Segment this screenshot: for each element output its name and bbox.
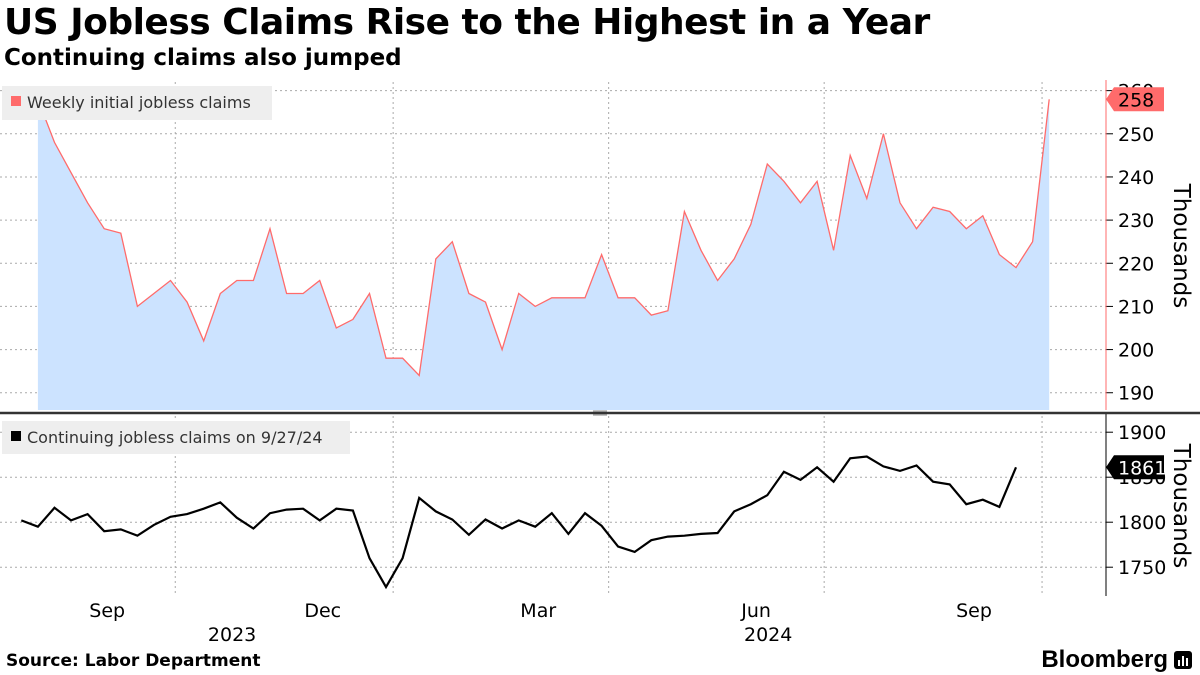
x-year-label: 2023	[208, 624, 256, 646]
y-tick-label: 200	[1118, 340, 1154, 362]
y-tick-label: 210	[1118, 296, 1154, 318]
initial-claims-area	[37, 99, 1050, 411]
bloomberg-logo: Bloomberg	[1041, 646, 1192, 674]
x-month-label: Sep	[89, 600, 125, 622]
last-value-label: 258	[1118, 89, 1154, 111]
x-month-label: Jun	[740, 600, 771, 622]
initial-claims-panel: 190200210220230240250260258Thousands	[0, 80, 1194, 411]
chart-title: US Jobless Claims Rise to the Highest in…	[4, 2, 930, 43]
bloomberg-terminal-icon	[1174, 651, 1192, 669]
legend-box	[2, 421, 350, 454]
x-axis: Sep Dec Mar Jun Sep 2023 2024	[0, 410, 1200, 646]
continuing-claims-panel: 17501800185019001861Thousands	[0, 414, 1194, 596]
last-value-flag	[1106, 455, 1164, 480]
y-tick-label: 1750	[1118, 557, 1166, 579]
x-year-label: 2024	[744, 624, 792, 646]
y-tick-label: 250	[1118, 124, 1154, 146]
y-tick-label: 220	[1118, 253, 1154, 275]
brand-name: Bloomberg	[1041, 646, 1168, 673]
last-value-flag	[1106, 87, 1164, 112]
continuing-claims-legend: Continuing jobless claims on 9/27/24	[2, 421, 350, 454]
x-month-label: Mar	[520, 600, 556, 622]
last-value-label: 1861	[1118, 457, 1166, 479]
source-note: Source: Labor Department	[6, 651, 261, 671]
continuing-claims-legend-label: Continuing jobless claims on 9/27/24	[27, 428, 323, 447]
y-axis-title: Thousands	[1168, 443, 1194, 569]
legend-box	[2, 86, 272, 120]
initial-claims-legend-swatch	[11, 96, 21, 106]
continuing-claims-legend-swatch	[11, 431, 21, 441]
x-month-label: Sep	[956, 600, 992, 622]
y-tick-label: 230	[1118, 210, 1154, 232]
chart-subtitle: Continuing claims also jumped	[4, 45, 402, 71]
initial-claims-line	[37, 99, 1050, 377]
initial-claims-legend-label: Weekly initial jobless claims	[27, 93, 251, 112]
y-tick-label: 1900	[1118, 422, 1166, 444]
y-axis-title: Thousands	[1168, 183, 1194, 309]
x-month-label: Dec	[304, 600, 341, 622]
y-tick-label: 190	[1118, 383, 1154, 405]
continuing-claims-line	[20, 455, 1018, 590]
y-tick-label: 240	[1118, 167, 1154, 189]
initial-claims-legend: Weekly initial jobless claims	[2, 86, 272, 120]
y-tick-label: 1800	[1118, 512, 1166, 534]
